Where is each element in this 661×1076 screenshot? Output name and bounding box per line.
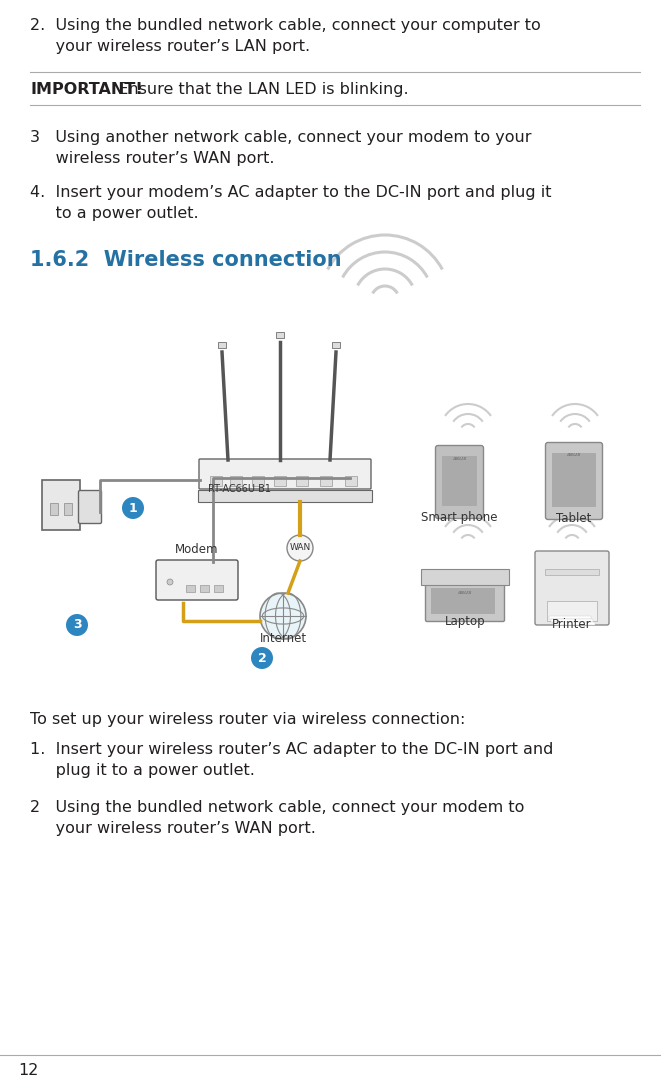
FancyBboxPatch shape xyxy=(545,442,602,520)
FancyBboxPatch shape xyxy=(426,582,504,622)
Bar xyxy=(276,332,284,338)
Bar xyxy=(274,476,286,486)
Bar xyxy=(50,502,58,515)
Bar xyxy=(42,480,80,530)
Bar xyxy=(431,587,495,614)
Circle shape xyxy=(66,614,88,636)
Bar xyxy=(200,585,209,592)
Text: 1: 1 xyxy=(129,501,137,514)
Text: 3: 3 xyxy=(73,619,81,632)
Text: 2   Using the bundled network cable, connect your modem to
     your wireless ro: 2 Using the bundled network cable, conne… xyxy=(30,799,524,836)
Text: 2.  Using the bundled network cable, connect your computer to
     your wireless: 2. Using the bundled network cable, conn… xyxy=(30,18,541,54)
Text: Internet: Internet xyxy=(259,632,307,645)
Text: 1.6.2  Wireless connection: 1.6.2 Wireless connection xyxy=(30,250,342,270)
Bar xyxy=(332,342,340,348)
Bar xyxy=(345,476,357,486)
FancyBboxPatch shape xyxy=(436,445,483,519)
Bar xyxy=(296,476,308,486)
Circle shape xyxy=(251,647,273,669)
FancyBboxPatch shape xyxy=(79,491,102,524)
Text: Modem: Modem xyxy=(175,543,219,556)
Bar xyxy=(198,490,372,502)
Text: WAN: WAN xyxy=(290,543,311,552)
Text: Printer: Printer xyxy=(552,618,592,631)
Bar xyxy=(200,461,370,465)
Bar xyxy=(64,502,72,515)
Text: RT-AC66U B1: RT-AC66U B1 xyxy=(208,484,271,494)
Bar xyxy=(549,615,591,619)
Bar xyxy=(552,453,596,507)
Text: asus: asus xyxy=(567,453,581,457)
Bar xyxy=(545,569,599,575)
Text: To set up your wireless router via wireless connection:: To set up your wireless router via wirel… xyxy=(30,712,465,727)
Text: Smart phone: Smart phone xyxy=(421,511,498,524)
Bar xyxy=(186,585,195,592)
FancyBboxPatch shape xyxy=(156,560,238,600)
Circle shape xyxy=(287,535,313,561)
Bar xyxy=(553,622,595,625)
Text: Tablet: Tablet xyxy=(557,512,592,525)
Text: Ensure that the LAN LED is blinking.: Ensure that the LAN LED is blinking. xyxy=(108,82,408,97)
Bar xyxy=(421,569,509,585)
Bar xyxy=(218,342,226,348)
FancyBboxPatch shape xyxy=(535,551,609,625)
Bar xyxy=(442,456,477,506)
Text: asus: asus xyxy=(458,590,472,595)
Bar xyxy=(210,476,222,486)
Text: 12: 12 xyxy=(18,1063,38,1076)
Circle shape xyxy=(122,497,144,519)
Bar xyxy=(551,619,593,622)
Bar xyxy=(547,601,597,621)
Bar xyxy=(230,476,242,486)
Circle shape xyxy=(167,579,173,585)
Bar xyxy=(320,476,332,486)
Text: 2: 2 xyxy=(258,651,266,665)
Bar xyxy=(214,585,223,592)
Text: 1.  Insert your wireless router’s AC adapter to the DC-IN port and
     plug it : 1. Insert your wireless router’s AC adap… xyxy=(30,742,553,778)
Text: asus: asus xyxy=(452,455,467,461)
Text: 3   Using another network cable, connect your modem to your
     wireless router: 3 Using another network cable, connect y… xyxy=(30,130,531,166)
Text: Laptop: Laptop xyxy=(445,615,485,628)
Text: IMPORTANT!: IMPORTANT! xyxy=(30,82,143,97)
Bar xyxy=(252,476,264,486)
FancyBboxPatch shape xyxy=(199,459,371,489)
Text: 4.  Insert your modem’s AC adapter to the DC-IN port and plug it
     to a power: 4. Insert your modem’s AC adapter to the… xyxy=(30,185,551,221)
Circle shape xyxy=(260,593,306,639)
